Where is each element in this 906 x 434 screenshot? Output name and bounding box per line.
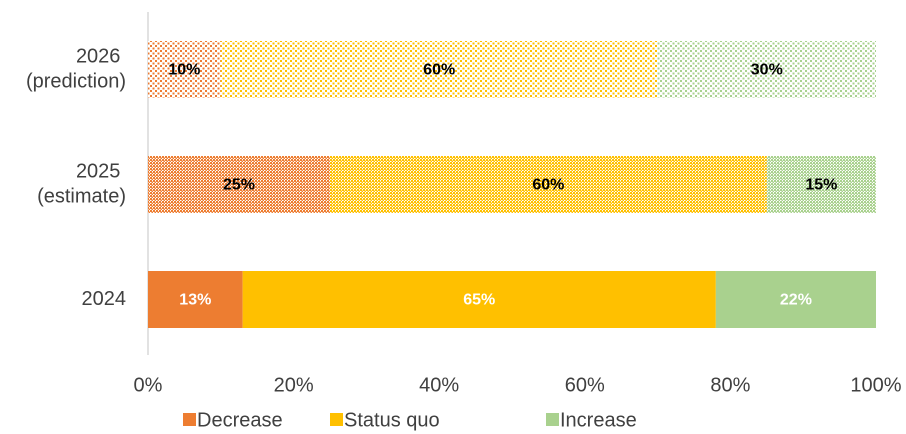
value-label: 60% [423,62,455,79]
legend-label: Status quo [344,409,440,431]
category-label: 2025 (estimate) [37,161,126,208]
legend-label: Decrease [197,409,283,431]
value-label: 65% [463,292,495,309]
x-tick-label: 60% [565,374,605,396]
value-label: 30% [751,62,783,79]
x-tick-label: 80% [710,374,750,396]
bar-segment [148,156,330,213]
value-label: 13% [179,292,211,309]
value-label: 22% [780,292,812,309]
value-label: 10% [168,62,200,79]
bar-segment [766,156,876,213]
bar-segment [330,156,767,213]
legend-swatch [330,413,343,426]
bar-segment [242,271,716,328]
legend-swatch [546,413,559,426]
bar-segment [715,271,876,328]
bar-segment [657,41,876,98]
x-tick-label: 100% [850,374,901,396]
x-tick-label: 40% [419,374,459,396]
bar-segment [148,271,243,328]
category-label: 2024 [82,288,127,310]
x-tick-label: 0% [134,374,163,396]
category-label: 2026 (prediction) [26,46,126,93]
bar-segment [220,41,658,98]
legend-label: Increase [560,409,637,431]
bar-segment [148,41,221,98]
legend-swatch [183,413,196,426]
value-label: 15% [805,177,837,194]
x-tick-label: 20% [274,374,314,396]
value-label: 25% [223,177,255,194]
value-label: 60% [532,177,564,194]
